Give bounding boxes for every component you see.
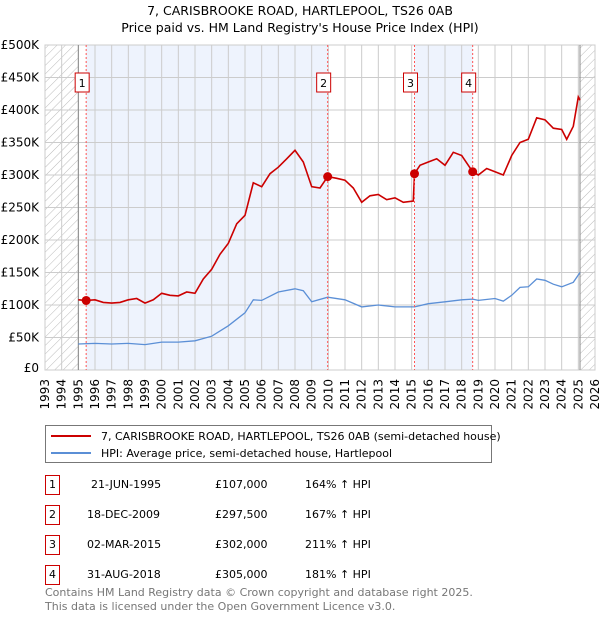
chart-subtitle: Price paid vs. HM Land Registry's House … [121,20,479,35]
plot-border [44,44,596,371]
x-tick-label: 2017 [438,379,452,410]
x-tick-label: 2001 [171,379,185,410]
x-tick-label: 2015 [405,379,419,410]
sale-label-box [316,72,332,93]
y-tick-label: £500K [1,38,41,52]
x-tick-label: 2004 [221,379,235,410]
legend-item-hpi: HPI: Average price, semi-detached house,… [51,445,392,461]
transaction-hpi: 211% ↑ HPI [305,538,371,551]
y-tick-label: £350K [1,136,41,150]
x-tick-label: 1993 [38,379,52,410]
x-tick-label: 2026 [588,379,600,410]
x-tick-label: 2014 [388,379,402,410]
transaction-date: 31-AUG-2018 [87,568,161,581]
transaction-price: £302,000 [215,538,268,551]
footer-copyright: Contains HM Land Registry data © Crown c… [45,586,473,599]
sale-point [468,167,478,177]
transaction-price: £297,500 [215,508,268,521]
legend-label: HPI: Average price, semi-detached house,… [101,446,393,460]
transaction-hpi: 164% ↑ HPI [305,478,371,491]
x-tick-label: 2010 [321,379,335,410]
sale-label: 1 [79,77,86,90]
y-tick-label: £50K [8,331,40,345]
transaction-number: 1 [45,475,60,495]
sale-label: 2 [320,77,327,90]
x-tick-label: 2019 [471,379,485,410]
sale-point [323,172,333,182]
x-tick-label: 1998 [121,379,135,410]
x-tick-label: 2008 [288,379,302,410]
x-tick-label: 1994 [55,379,69,410]
y-tick-label: £250K [1,201,41,215]
legend: 7, CARISBROOKE ROAD, HARTLEPOOL, TS26 0A… [45,425,501,463]
transaction-date: 02-MAR-2015 [87,538,162,551]
transaction-hpi: 181% ↑ HPI [305,568,371,581]
x-tick-label: 1999 [138,379,152,410]
x-tick-label: 2011 [338,379,352,410]
x-tick-label: 2022 [521,379,535,410]
sale-label-box [403,72,418,93]
transaction-number: 2 [45,505,60,525]
x-tick-label: 2025 [571,379,585,410]
chart-title: 7, CARISBROOKE ROAD, HARTLEPOOL, TS26 0A… [147,3,453,18]
sale-label: 3 [407,77,414,90]
sale-label-box [74,72,90,93]
x-tick-label: 1996 [88,379,102,410]
transaction-price: £107,000 [215,478,268,491]
property-price-line [78,94,581,304]
transaction-date: 18-DEC-2009 [87,508,161,521]
sale-point [81,295,91,305]
x-tick-label: 2012 [355,379,369,410]
legend-label: 7, CARISBROOKE ROAD, HARTLEPOOL, TS26 0A… [101,429,501,443]
x-tick-label: 2024 [555,379,569,410]
y-tick-label: £450K [1,71,41,85]
x-tick-label: 2020 [488,379,502,410]
x-tick-label: 1995 [71,379,85,410]
x-tick-label: 2018 [455,379,469,410]
x-tick-label: 1997 [105,379,119,410]
x-tick-label: 2023 [538,379,552,410]
footer-licence: This data is licensed under the Open Gov… [45,600,396,613]
transaction-number: 3 [45,535,60,555]
legend-item-property: 7, CARISBROOKE ROAD, HARTLEPOOL, TS26 0A… [51,428,501,444]
transaction-hpi: 167% ↑ HPI [305,508,371,521]
sale-label-box [461,72,477,93]
transaction-price: £305,000 [215,568,268,581]
hpi-line [78,272,581,346]
x-tick-label: 2009 [305,379,319,410]
y-tick-label: £100K [1,298,41,312]
x-tick-label: 2007 [271,379,285,410]
transaction-number: 4 [45,565,60,585]
sale-point [410,169,419,179]
price-chart: £0 £50K £100K £150K £200K £250K £300K £350K £400… [1,38,600,410]
y-tick-label: £400K [1,103,41,117]
y-tick-label: £300K [1,168,41,182]
x-tick-label: 2021 [505,379,519,410]
legend-swatch-blue [51,452,91,454]
y-tick-label: £200K [1,233,41,247]
x-tick-label: 2003 [205,379,219,410]
legend-swatch-red [51,435,91,437]
x-tick-label: 2016 [421,379,435,410]
x-tick-label: 2013 [371,379,385,410]
x-tick-label: 2005 [238,379,252,410]
y-tick-label: £150K [1,266,41,280]
y-tick-label: £0 [24,361,39,375]
x-tick-label: 2000 [155,379,169,410]
x-tick-label: 2002 [188,379,202,410]
x-tick-label: 2006 [255,379,269,410]
sale-label: 4 [465,77,472,90]
transaction-date: 21-JUN-1995 [91,478,162,491]
